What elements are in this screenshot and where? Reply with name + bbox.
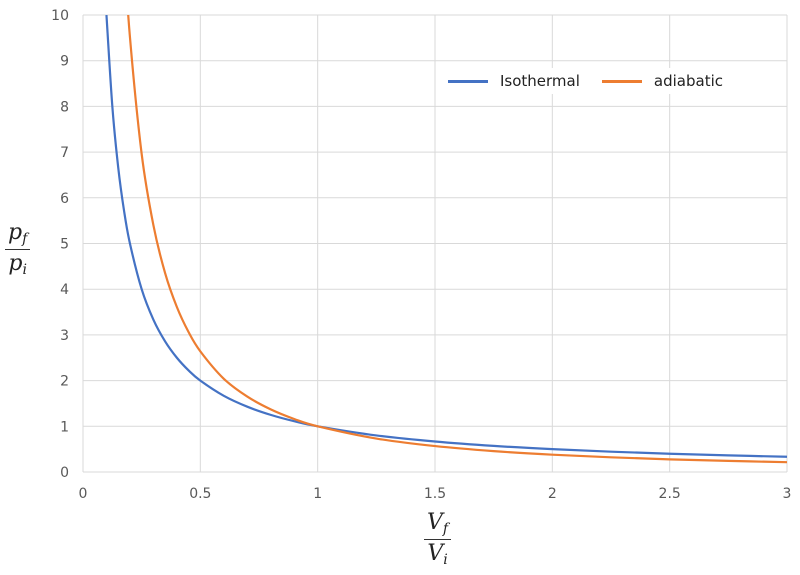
y-tick-label: 0 [60,465,69,481]
x-tick-label: 0 [79,486,88,502]
y-tick-label: 5 [60,237,69,253]
x-tick-label: 3 [783,486,792,502]
y-tick-label: 2 [60,374,69,390]
tick-labels: 0 0.5 1 1.5 2 2.5 3 0 1 2 3 4 5 6 7 8 9 10 [51,8,791,502]
x-tick-label: 1 [313,486,322,502]
legend-item-isothermal: Isothermal [448,72,580,90]
x-tick-label: 0.5 [189,486,211,502]
y-tick-label: 7 [60,145,69,161]
series-lines [105,15,787,464]
y-axis-label: pf pi [5,222,31,277]
legend-label: adiabatic [653,72,724,90]
y-tick-label: 6 [60,191,69,207]
y-tick-label: 9 [60,54,69,70]
y-tick-label: 1 [60,419,69,435]
y-tick-label: 8 [60,99,69,115]
legend-item-adiabatic: adiabatic [601,72,724,90]
series-line-isothermal [105,15,787,458]
legend-swatch [601,79,642,83]
legend-label: Isothermal [500,72,580,90]
x-tick-label: 1.5 [424,486,446,502]
x-tick-label: 2.5 [659,486,681,502]
legend: Isothermal adiabatic [440,68,754,94]
y-tick-label: 4 [60,282,69,298]
legend-swatch [448,79,488,83]
x-tick-label: 2 [548,486,557,502]
y-tick-label: 10 [51,8,69,24]
x-axis-label: Vf Vi [424,512,452,567]
series-line-adiabatic [127,15,787,464]
y-tick-label: 3 [60,328,69,344]
